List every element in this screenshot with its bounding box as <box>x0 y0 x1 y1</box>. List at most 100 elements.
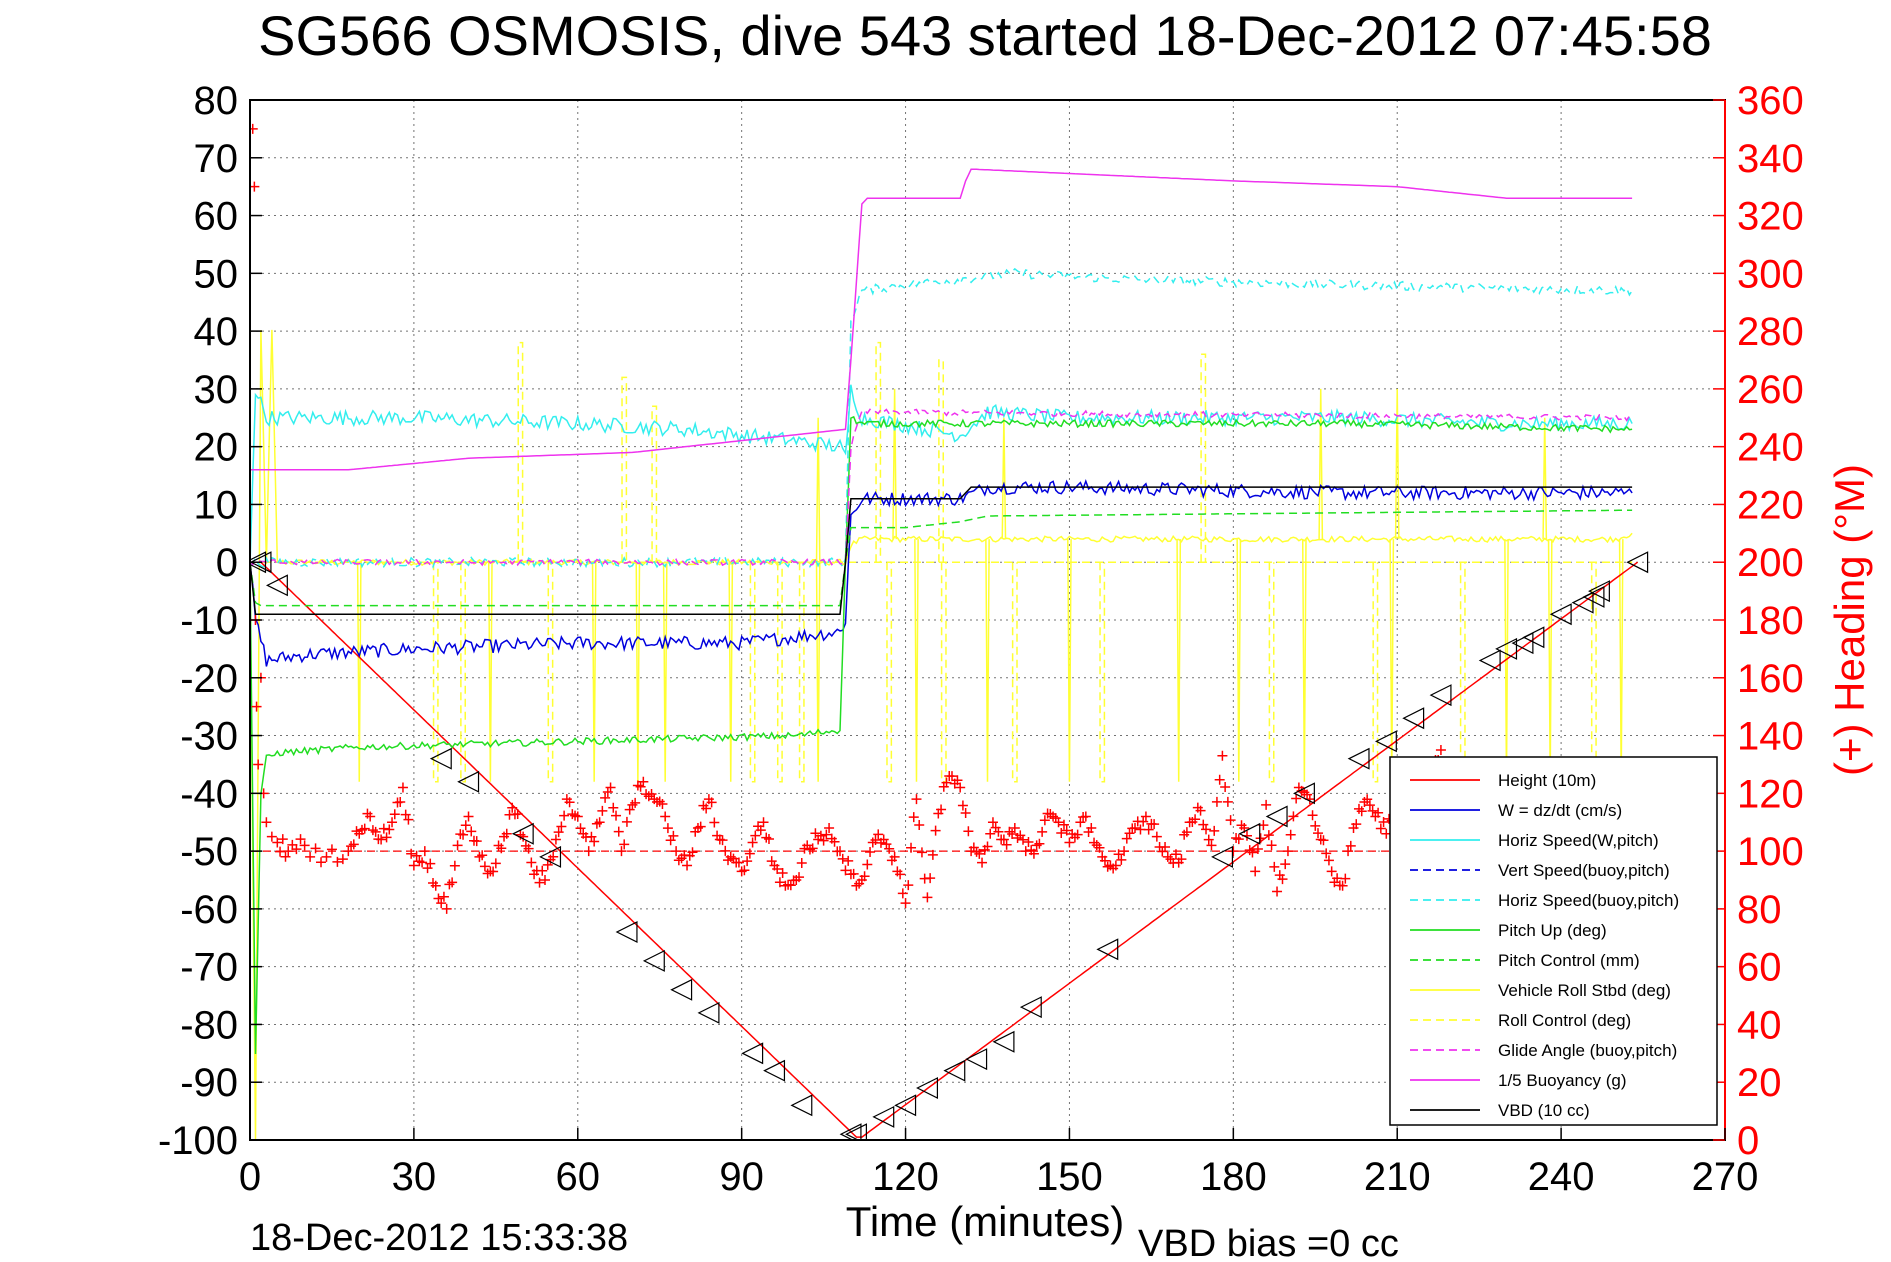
height-marker <box>1549 603 1572 626</box>
heading-point <box>1266 840 1277 851</box>
heading-point <box>602 787 613 798</box>
y2-tick-label: 340 <box>1737 137 1804 181</box>
heading-point <box>583 846 594 857</box>
vehicle-roll-spike <box>892 388 898 540</box>
heading-point <box>1285 829 1296 840</box>
heading-point <box>378 823 389 834</box>
y-tick-label: 80 <box>194 79 239 123</box>
heading-point <box>810 828 821 839</box>
heading-point <box>597 805 608 816</box>
height-marker <box>1211 845 1234 868</box>
heading-point <box>1250 866 1261 877</box>
heading-point <box>733 857 744 868</box>
heading-point <box>1151 831 1162 842</box>
heading-point <box>1028 848 1039 859</box>
heading-point <box>346 841 357 852</box>
heading-point <box>794 872 805 883</box>
height-marker <box>1582 585 1605 608</box>
heading-point <box>1001 839 1012 850</box>
series-vbd-10-cc <box>250 486 1633 615</box>
heading-point <box>283 846 294 857</box>
heading-point <box>1116 854 1127 865</box>
heading-point <box>744 848 755 859</box>
roll-control-spike <box>1268 562 1275 783</box>
heading-point <box>761 832 772 843</box>
heading-point <box>550 834 561 845</box>
heading-point <box>1187 817 1198 828</box>
heading-point <box>553 827 564 838</box>
y2-tick-label: 160 <box>1737 657 1804 701</box>
heading-point <box>1318 835 1329 846</box>
heading-point <box>930 825 941 836</box>
height-marker <box>790 1094 813 1117</box>
height-marker <box>1571 591 1594 614</box>
y2-tick-label: 180 <box>1737 599 1804 643</box>
heading-point <box>673 855 684 866</box>
y-tick-label: -60 <box>180 888 238 932</box>
heading-point <box>332 856 343 867</box>
heading-point <box>717 835 728 846</box>
y-tick-label: 40 <box>194 310 239 354</box>
heading-point <box>1272 886 1283 897</box>
heading-point <box>287 839 298 850</box>
timestamp-label: 18-Dec-2012 15:33:38 <box>250 1217 628 1259</box>
heading-point <box>1110 860 1121 871</box>
heading-point <box>821 829 832 840</box>
legend-label: Pitch Up (deg) <box>1498 921 1607 940</box>
heading-point <box>843 855 854 866</box>
y2-tick-label: 280 <box>1737 310 1804 354</box>
roll-control-spike <box>776 562 783 783</box>
heading-point <box>305 851 316 862</box>
heading-point <box>474 851 485 862</box>
y-tick-label: -10 <box>180 599 238 643</box>
heading-point <box>425 858 436 869</box>
heading-point <box>974 848 985 859</box>
heading-point <box>430 880 441 891</box>
heading-point <box>1211 796 1222 807</box>
roll-control-spike <box>1459 562 1466 783</box>
vehicle-roll-spike <box>1301 539 1307 782</box>
heading-point <box>564 797 575 808</box>
heading-point <box>1231 833 1242 844</box>
heading-point <box>1007 828 1018 839</box>
heading-point <box>1170 849 1181 860</box>
vehicle-roll-spike <box>1542 417 1548 540</box>
heading-point <box>1367 805 1378 816</box>
heading-point <box>441 903 452 914</box>
heading-point <box>1023 836 1034 847</box>
heading-point <box>414 856 425 867</box>
heading-point <box>1009 823 1020 833</box>
heading-point <box>1209 825 1220 836</box>
height-marker <box>1293 782 1315 805</box>
heading-point <box>897 888 908 899</box>
height-marker <box>250 551 267 574</box>
heading-point <box>1179 829 1190 840</box>
heading-point <box>982 841 993 852</box>
heading-point <box>512 808 523 819</box>
heading-point <box>1310 820 1321 831</box>
heading-point <box>739 865 750 876</box>
heading-point <box>266 831 277 842</box>
heading-point <box>747 837 758 848</box>
height-marker <box>1626 551 1649 574</box>
heading-point <box>1364 800 1375 811</box>
heading-point <box>1138 816 1149 827</box>
heading-point <box>1321 848 1332 859</box>
heading-point <box>695 821 706 832</box>
heading-point <box>291 844 302 855</box>
heading-point <box>824 823 835 833</box>
heading-point <box>1143 824 1154 835</box>
heading-point <box>736 866 747 877</box>
heading-point <box>1356 806 1367 817</box>
legend-label: W = dz/dt (cm/s) <box>1498 801 1622 820</box>
heading-point <box>310 843 321 854</box>
heading-point <box>1203 834 1214 845</box>
heading-point <box>299 840 310 851</box>
heading-point <box>1195 805 1206 816</box>
heading-point <box>660 811 671 822</box>
height-marker <box>250 551 272 574</box>
roll-control-spike <box>1099 562 1106 783</box>
heading-point <box>466 826 477 837</box>
height-marker <box>916 1077 939 1099</box>
heading-point <box>321 851 332 862</box>
